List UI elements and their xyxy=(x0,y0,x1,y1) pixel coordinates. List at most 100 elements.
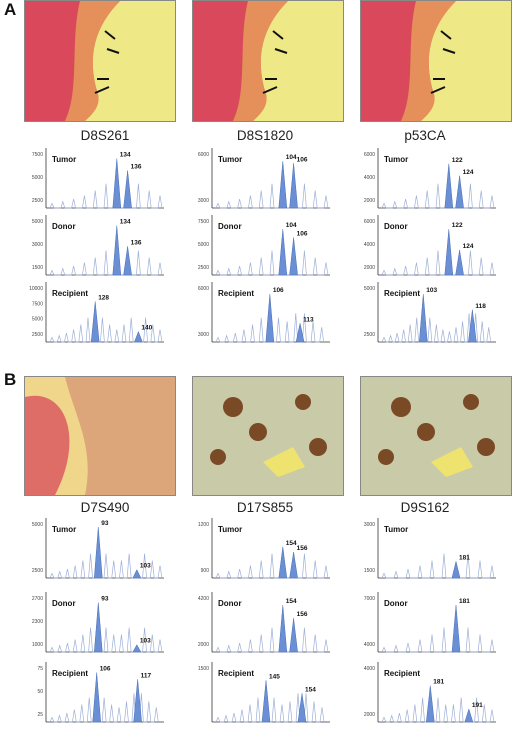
stutter-trace xyxy=(381,183,495,209)
allele-peak xyxy=(297,693,307,723)
allele-label: 103 xyxy=(140,638,151,645)
histology-image-b3 xyxy=(361,377,511,495)
y-tick-label: 7500 xyxy=(32,152,43,158)
allele-peak xyxy=(455,175,464,209)
stutter-trace xyxy=(49,693,159,723)
electropherogram-d17s855-recipient: 1500 Recipient 145 154 xyxy=(198,662,330,723)
allele-peak xyxy=(94,602,103,653)
sample-label: Tumor xyxy=(218,525,242,534)
allele-peak xyxy=(112,225,122,276)
allele-label: 156 xyxy=(297,611,308,618)
allele-peak xyxy=(419,294,428,343)
stutter-trace xyxy=(49,183,163,209)
allele-peak xyxy=(444,229,454,276)
allele-label: 122 xyxy=(452,222,463,229)
histology-image-b1 xyxy=(25,377,175,495)
allele-peak xyxy=(289,551,298,579)
histology-photo-a3 xyxy=(360,0,512,122)
histology-photo-a2 xyxy=(192,0,344,122)
electropherogram-d7s490-tumor: 5000 2500 Tumor 93 103 xyxy=(32,518,164,579)
sample-label: Donor xyxy=(384,599,408,608)
histology-image-a3 xyxy=(361,1,511,121)
allele-peak xyxy=(94,527,103,579)
y-tick-label: 3000 xyxy=(32,242,43,248)
y-tick-label: 50 xyxy=(37,689,43,695)
allele-peak xyxy=(132,569,142,579)
allele-label: 106 xyxy=(100,666,111,673)
stutter-trace xyxy=(215,183,329,209)
electropherogram-d9s162-tumor: 3000 1500 Tumor 181 xyxy=(364,518,496,579)
stutter-trace xyxy=(381,627,495,653)
y-tick-label: 2300 xyxy=(32,619,43,625)
allele-peak xyxy=(278,605,288,653)
stutter-trace xyxy=(381,553,495,579)
allele-peak xyxy=(92,672,101,723)
allele-label: 93 xyxy=(101,520,109,527)
y-tick-label: 1500 xyxy=(364,568,375,574)
allele-peak xyxy=(464,708,474,723)
allele-peak xyxy=(112,158,122,209)
sample-label: Tumor xyxy=(218,155,242,164)
sample-label: Recipient xyxy=(52,289,88,298)
y-tick-label: 5000 xyxy=(32,522,43,528)
stutter-trace xyxy=(49,553,163,579)
allele-peak xyxy=(295,323,305,343)
allele-peak xyxy=(468,309,477,343)
allele-label: 124 xyxy=(463,169,474,176)
allele-peak xyxy=(455,250,464,276)
y-tick-label: 3000 xyxy=(198,198,209,204)
stutter-trace xyxy=(49,250,163,276)
sample-label: Recipient xyxy=(218,289,254,298)
allele-label: 122 xyxy=(452,157,463,164)
sample-label: Donor xyxy=(52,222,76,231)
y-tick-label: 5000 xyxy=(364,286,375,292)
allele-label: 156 xyxy=(297,545,308,552)
electropherogram-p53ca-donor: 6000 4000 2000 Donor 122 124 xyxy=(364,215,496,276)
stutter-trace xyxy=(215,553,329,579)
allele-label: 134 xyxy=(120,219,131,226)
histology-image-a1 xyxy=(25,1,175,121)
y-tick-label: 7500 xyxy=(198,219,209,225)
y-tick-label: 2000 xyxy=(198,642,209,648)
allele-peak xyxy=(123,170,132,209)
y-tick-label: 2500 xyxy=(32,568,43,574)
allele-label: 154 xyxy=(286,540,297,547)
allele-label: 154 xyxy=(305,686,316,693)
y-tick-label: 25 xyxy=(37,712,43,718)
stutter-trace xyxy=(215,627,329,653)
y-tick-label: 6000 xyxy=(198,286,209,292)
allele-label: 117 xyxy=(141,672,152,679)
allele-peak xyxy=(90,301,100,343)
allele-peak xyxy=(278,161,288,209)
allele-peak xyxy=(265,294,275,343)
allele-label: 134 xyxy=(120,152,131,159)
histology-photo-a1 xyxy=(24,0,176,122)
electropherogram-d9s162-recipient: 4000 2000 Recipient 181 191 xyxy=(364,662,496,723)
electropherogram-d8s261-donor: 5000 3000 1500 Donor 134 136 xyxy=(32,215,164,276)
y-tick-label: 4000 xyxy=(364,642,375,648)
y-tick-label: 6000 xyxy=(198,152,209,158)
electropherogram-d9s162-donor: 7000 4000 Donor 181 xyxy=(364,592,496,653)
y-tick-label: 4200 xyxy=(198,596,209,602)
y-tick-label: 75 xyxy=(37,666,43,672)
sample-label: Tumor xyxy=(52,525,76,534)
marker-title-b1: D7S490 xyxy=(80,500,130,515)
allele-peak xyxy=(134,330,143,343)
allele-label: 103 xyxy=(140,563,151,570)
panel-a-letter: A xyxy=(4,0,17,19)
allele-label: 103 xyxy=(426,287,437,294)
y-tick-label: 1500 xyxy=(198,666,209,672)
allele-label: 106 xyxy=(297,156,308,163)
y-tick-label: 4000 xyxy=(364,666,375,672)
stutter-trace xyxy=(381,697,495,723)
y-tick-label: 2500 xyxy=(198,265,209,271)
y-tick-label: 5000 xyxy=(32,219,43,225)
allele-label: 124 xyxy=(463,243,474,250)
electropherogram-d8s261-recipient: 10000 7500 5000 2500 Recipient 128 140 xyxy=(29,282,164,343)
allele-peak xyxy=(278,546,288,579)
y-tick-label: 5000 xyxy=(32,317,43,323)
electropherogram-d8s1820-tumor: 6000 3000 Tumor 104 106 xyxy=(198,148,330,209)
